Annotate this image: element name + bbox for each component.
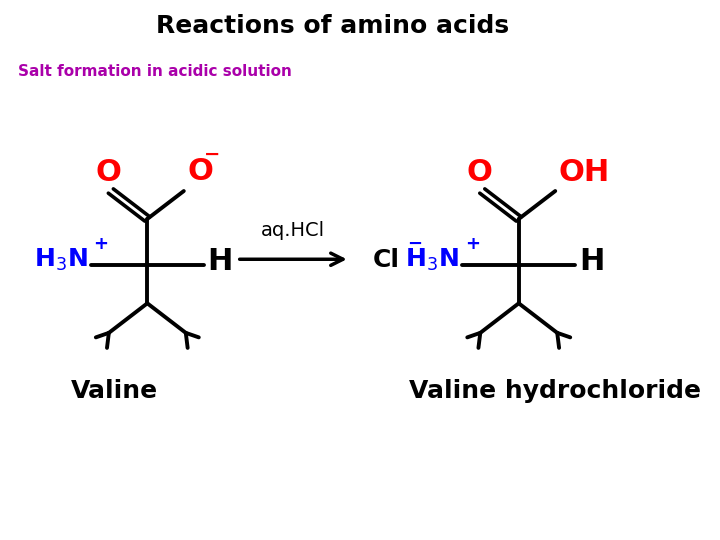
Text: aq.HCl: aq.HCl — [261, 221, 325, 240]
Text: Valine hydrochloride: Valine hydrochloride — [409, 379, 701, 403]
Text: O: O — [95, 158, 121, 187]
Text: H: H — [207, 247, 233, 276]
Text: Valine: Valine — [71, 379, 158, 403]
Text: OH: OH — [559, 158, 610, 187]
Text: +: + — [465, 235, 480, 253]
Text: O: O — [187, 157, 213, 186]
Text: +: + — [94, 235, 109, 253]
Text: Reactions of amino acids: Reactions of amino acids — [156, 14, 510, 38]
Text: H: H — [579, 247, 605, 276]
Text: −: − — [407, 235, 422, 253]
Text: O: O — [467, 158, 492, 187]
Text: Cl: Cl — [372, 248, 400, 272]
Text: H$_3$N: H$_3$N — [34, 247, 88, 273]
Text: H$_3$N: H$_3$N — [405, 247, 459, 273]
Text: −: − — [204, 145, 220, 164]
Text: Salt formation in acidic solution: Salt formation in acidic solution — [18, 64, 292, 79]
